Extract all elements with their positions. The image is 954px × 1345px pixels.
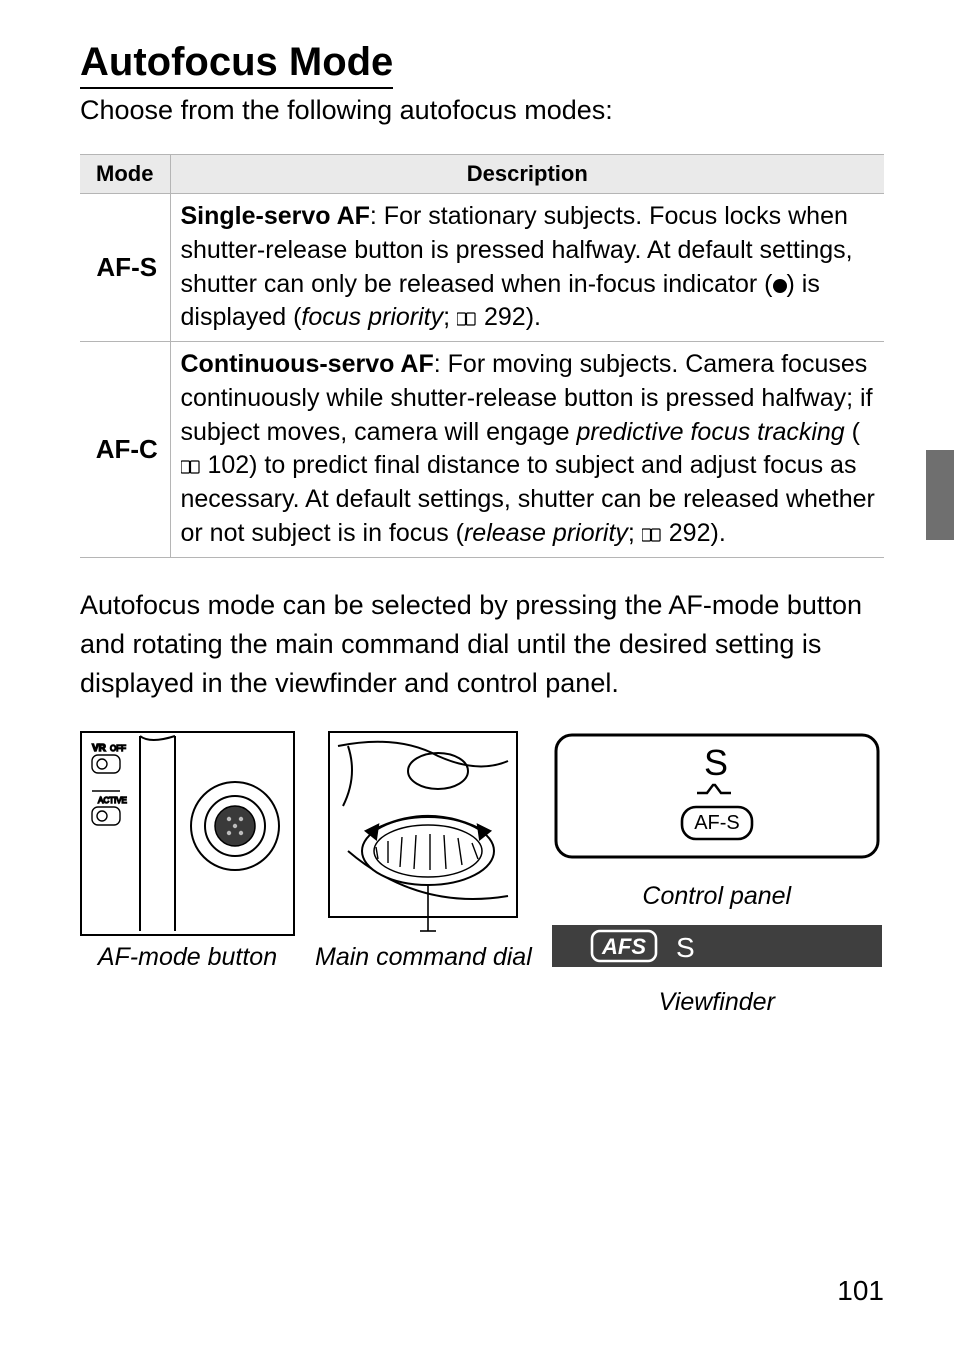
svg-text:VR: VR [92, 743, 107, 754]
afmode-illustration: VR OFF ACTIVE [80, 731, 295, 936]
page-ref-icon [181, 460, 201, 474]
mode-cell-afs: AF-S [80, 194, 170, 342]
ref-text: 292). [669, 519, 726, 547]
cpanel-s-glyph: S [704, 742, 730, 783]
side-tab [926, 450, 954, 540]
ref-text: 292). [484, 303, 541, 331]
text: ; [443, 303, 457, 331]
table-row: AF-C Continuous-servo AF: For moving sub… [80, 342, 884, 558]
figure-row: VR OFF ACTIVE [80, 731, 884, 1017]
mode-cell-afc: AF-C [80, 342, 170, 558]
lead-bold: Single-servo AF [181, 202, 370, 230]
focus-dot-icon [773, 279, 787, 293]
desc-cell-afs: Single-servo AF: For stationary subjects… [170, 194, 884, 342]
svg-text:ACTIVE: ACTIVE [98, 796, 127, 805]
page-number: 101 [837, 1275, 884, 1307]
vf-s-glyph: S [676, 932, 695, 963]
vf-afs-label: AFS [601, 934, 646, 959]
mid-paragraph: Autofocus mode can be selected by pressi… [80, 586, 884, 703]
svg-text:OFF: OFF [110, 744, 126, 753]
col-header-description: Description [170, 155, 884, 194]
caption-dial: Main command dial [315, 942, 532, 972]
figure-displays: S AF-S Control panel AFS S Viewfinder [552, 731, 882, 1017]
autofocus-modes-table: Mode Description AF-S Single-servo AF: F… [80, 154, 884, 558]
page-ref-icon [457, 312, 477, 326]
italic: focus priority [301, 303, 443, 331]
table-row: AF-S Single-servo AF: For stationary sub… [80, 194, 884, 342]
page-ref-icon [642, 528, 662, 542]
figure-dial: Main command dial [315, 731, 532, 972]
lead-bold: Continuous-servo AF [181, 350, 434, 378]
figure-afmode: VR OFF ACTIVE [80, 731, 295, 972]
intro-text: Choose from the following autofocus mode… [80, 95, 884, 126]
control-panel-illustration: S AF-S [552, 731, 882, 861]
dial-illustration [328, 731, 518, 936]
italic: predictive focus tracking [577, 418, 845, 446]
page-title: Autofocus Mode [80, 40, 393, 89]
cpanel-afs-label: AF-S [694, 812, 740, 834]
italic: release priority [464, 519, 628, 547]
text: ( [845, 418, 860, 446]
caption-afmode: AF-mode button [98, 942, 277, 972]
text: ; [628, 519, 642, 547]
viewfinder-illustration: AFS S [552, 925, 882, 967]
caption-vf: Viewfinder [659, 987, 775, 1017]
col-header-mode: Mode [80, 155, 170, 194]
caption-cpanel: Control panel [642, 881, 791, 911]
desc-cell-afc: Continuous-servo AF: For moving subjects… [170, 342, 884, 558]
